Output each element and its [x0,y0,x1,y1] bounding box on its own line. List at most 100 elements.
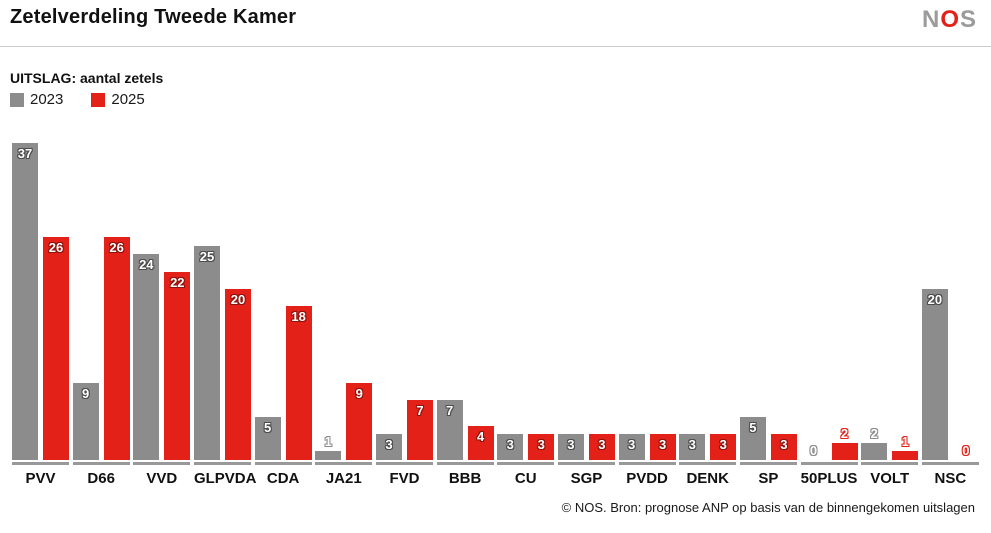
bar-value-label: 1 [901,434,909,449]
bar-rect [193,246,220,460]
bar-group-cu: 3 3 CU [497,143,555,487]
bar-sp-2023: 5 [739,417,766,460]
party-label-50plus: 50PLUS [800,470,858,487]
bar-rect [770,434,797,460]
group-baseline [375,462,433,465]
party-label-cu: CU [514,470,537,487]
bar-cu-2023: 3 [497,434,524,460]
party-label-ja21: JA21 [325,470,362,487]
bar-nsc-2023: 20 [921,289,948,460]
group-baseline [315,462,373,465]
bar-rect [921,289,948,460]
bar-value-label: 7 [416,403,424,418]
bar-50plus-2025: 2 [831,426,858,460]
bar-group-sp: 5 3 SP [739,143,797,487]
bar-group-pvdd: 3 3 PVDD [618,143,676,487]
bar-group-volt: 2 1 VOLT [861,143,919,487]
bar-value-label: 3 [627,437,636,452]
party-label-vvd: VVD [146,470,178,487]
bar-vvd-2025: 22 [164,272,191,460]
bar-rect [133,254,160,460]
bar-group-ja21: 1 9 JA21 [315,143,373,487]
party-label-sp: SP [758,470,779,487]
bar-ja21-2023: 1 [315,434,342,460]
bar-rect [315,451,342,460]
party-label-sgp: SGP [570,470,603,487]
bar-group-sgp: 3 3 SGP [557,143,615,487]
bar-group-50plus: 0 2 50PLUS [800,143,858,487]
bar-value-label: 18 [291,309,306,324]
bar-glpvda-2023: 25 [193,246,220,460]
legend-item-2023: 2023 [10,91,63,108]
party-label-volt: VOLT [870,470,910,487]
party-label-d66: D66 [87,470,115,487]
party-label-cda: CDA [266,470,300,487]
bar-value-label: 9 [82,386,90,401]
bar-rect [649,434,676,460]
party-label-nsc: NSC [934,470,967,487]
bar-value-label: 37 [17,146,33,161]
bar-rect [103,237,130,460]
bar-rect [375,434,402,460]
bar-value-label: 22 [170,275,185,290]
bar-value-label: 3 [719,437,727,452]
source-attribution: © NOS. Bron: prognose ANP op basis van d… [561,500,975,515]
bar-sp-2025: 3 [770,434,797,460]
bar-fvd-2025: 7 [406,400,433,460]
legend-swatch-2025 [91,92,106,107]
party-label-bbb: BBB [448,470,482,487]
bar-value-label: 2 [840,426,849,441]
group-baseline [72,462,130,465]
bar-denk-2023: 3 [679,434,706,460]
bar-rect [831,443,858,460]
bar-value-label: 9 [355,386,363,401]
bar-group-denk: 3 3 DENK [679,143,737,487]
bar-rect [224,289,251,460]
bar-rect [861,443,888,460]
group-baseline [739,462,797,465]
bar-value-label: 5 [749,420,757,435]
group-baseline [557,462,615,465]
bar-rect [406,400,433,460]
bar-value-label: 3 [658,437,667,452]
bar-rect [739,417,766,460]
bar-vvd-2023: 24 [133,254,160,460]
bar-rect [618,434,645,460]
bar-value-label: 3 [688,437,696,452]
group-baseline [133,462,191,465]
group-baseline [861,462,919,465]
party-label-pvv: PVV [25,470,56,487]
bar-rect [588,434,615,460]
group-baseline [254,462,312,465]
bar-value-label: 3 [537,437,545,452]
bar-value-label: 20 [927,292,943,307]
bar-value-label: 2 [870,426,878,441]
bar-group-glpvda: 25 20 GLPVDA [193,143,256,487]
bar-value-label: 24 [139,257,154,272]
bar-rect [254,417,281,460]
bar-denk-2025: 3 [710,434,737,460]
bar-rect [710,434,737,460]
legend-swatch-2023 [10,92,24,107]
nos-logo-letter-n: N [921,6,941,33]
bar-group-nsc: 20 0 NSC [921,143,979,487]
bar-rect [557,434,584,460]
bar-rect [467,426,494,460]
bars-pair: 24 22 [133,143,191,460]
bar-group-vvd: 24 22 VVD [133,143,191,487]
bar-group-fvd: 3 7 FVD [375,143,433,487]
legend-item-2025: 2025 [91,91,145,108]
legend-label-2023: 2023 [30,91,64,108]
bar-cda-2023: 5 [254,417,281,460]
legend: 2023 2025 [10,91,167,108]
group-baseline [193,462,251,465]
